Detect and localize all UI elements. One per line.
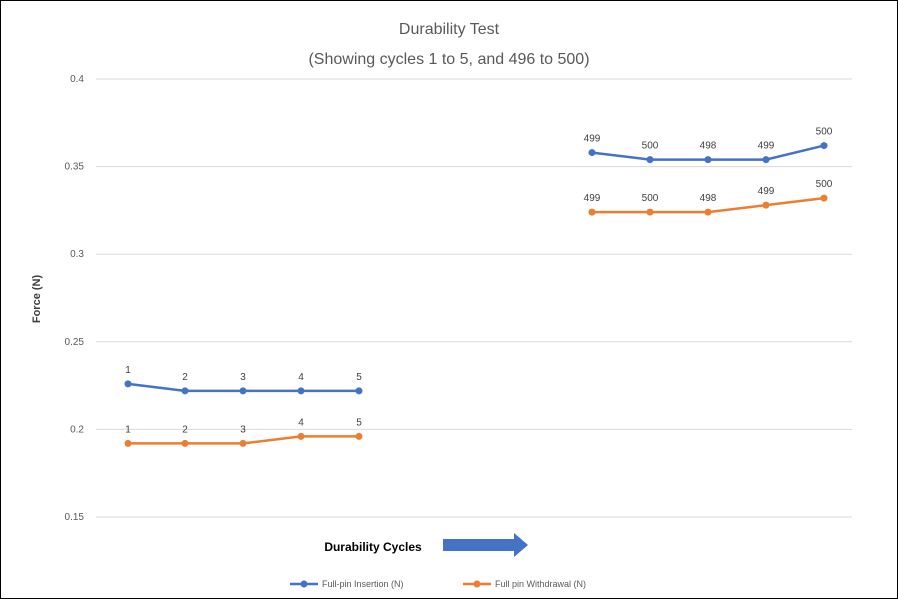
data-point (762, 156, 770, 164)
data-point (124, 439, 132, 447)
data-point (820, 142, 828, 150)
data-label: 499 (758, 186, 775, 197)
data-labels: 1 2 3 4 5 499 500 498 499 500 1 2 3 4 5 499 500 498 499 500 (125, 127, 833, 436)
chart-title: Durability Test (399, 21, 500, 38)
data-point (588, 149, 596, 157)
legend-label: Full pin Withdrawal (N) (495, 579, 586, 589)
y-tick-label: 0.25 (65, 337, 85, 348)
data-label: 500 (816, 179, 833, 190)
data-label: 500 (642, 193, 659, 204)
data-point (181, 439, 189, 447)
data-point (588, 208, 596, 216)
data-label: 5 (356, 372, 362, 383)
data-label: 5 (356, 417, 362, 428)
data-label: 3 (240, 424, 246, 435)
arrow-right-icon (443, 533, 528, 557)
data-point (646, 156, 654, 164)
data-label: 4 (298, 372, 304, 383)
data-point (239, 439, 247, 447)
legend-label: Full-pin Insertion (N) (322, 579, 404, 589)
data-label: 1 (125, 365, 131, 376)
data-point (355, 387, 363, 395)
data-label: 4 (298, 417, 304, 428)
data-label: 499 (584, 193, 601, 204)
y-tick-label: 0.15 (65, 512, 85, 523)
data-label: 2 (182, 372, 188, 383)
data-label: 498 (700, 141, 717, 152)
data-label: 500 (816, 127, 833, 138)
y-tick-label: 0.4 (70, 74, 84, 85)
data-point (124, 380, 132, 388)
series-layer (124, 142, 828, 447)
chart-subtitle: (Showing cycles 1 to 5, and 496 to 500) (308, 51, 589, 68)
data-label: 499 (584, 134, 601, 145)
x-axis-title: Durability Cycles (324, 540, 422, 554)
y-tick-label: 0.3 (70, 249, 84, 260)
data-point (820, 194, 828, 202)
data-point (704, 156, 712, 164)
data-label: 498 (700, 193, 717, 204)
legend-item: Full-pin Insertion (N) (290, 579, 404, 589)
legend-swatch-marker (300, 580, 308, 588)
gridlines: 0.4 0.35 0.3 0.25 0.2 0.15 (65, 74, 852, 523)
y-tick-label: 0.2 (70, 424, 84, 435)
y-tick-label: 0.35 (65, 162, 85, 173)
data-point (297, 387, 305, 395)
data-label: 3 (240, 372, 246, 383)
y-axis-title: Force (N) (31, 275, 43, 324)
data-point (239, 387, 247, 395)
legend-item: Full pin Withdrawal (N) (463, 579, 586, 589)
data-point (646, 208, 654, 216)
data-label: 2 (182, 424, 188, 435)
data-label: 499 (758, 141, 775, 152)
legend: Full-pin Insertion (N) Full pin Withdrawa… (290, 579, 586, 589)
data-label: 1 (125, 424, 131, 435)
data-point (704, 208, 712, 216)
data-point (297, 432, 305, 440)
data-point (762, 201, 770, 209)
data-label: 500 (642, 141, 659, 152)
legend-swatch-marker (473, 580, 481, 588)
data-point (181, 387, 189, 395)
data-point (355, 432, 363, 440)
